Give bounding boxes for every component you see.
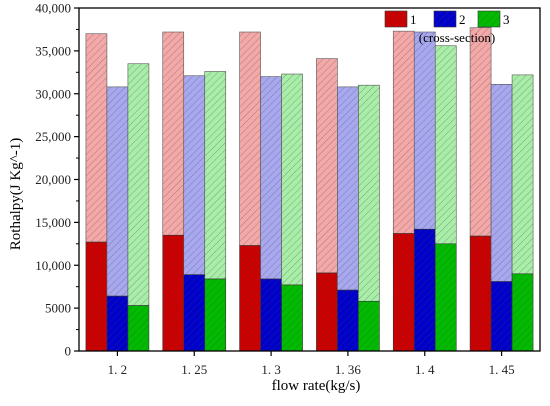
bar-upper-hatch	[260, 76, 282, 280]
bar-lower-hatch	[358, 300, 380, 352]
y-tick-label: 0	[65, 344, 72, 359]
bar-upper-hatch	[490, 84, 513, 282]
bar-upper-hatch	[183, 75, 206, 275]
bar-upper-hatch	[85, 33, 108, 243]
bar-lower-hatch	[162, 234, 185, 352]
bar-lower-hatch	[106, 295, 129, 352]
y-axis-title: Rothalpy(J Kg^-1)	[8, 138, 24, 250]
plot-background	[79, 8, 540, 351]
bar-upper-hatch	[337, 86, 359, 291]
bar-lower-hatch	[239, 245, 261, 352]
legend-swatch-hatch	[384, 10, 408, 28]
bar-upper-hatch	[392, 30, 415, 234]
bar-lower-hatch	[183, 274, 206, 352]
bar-upper-hatch	[434, 45, 457, 245]
legend-label-2: 2	[459, 12, 466, 27]
bar-lower-hatch	[511, 273, 534, 352]
legend-swatch-hatch	[433, 10, 457, 28]
x-tick-label: 1. 36	[335, 362, 362, 377]
bar-upper-hatch	[469, 27, 492, 237]
bar-lower-hatch	[469, 235, 492, 352]
legend-label-3: 3	[503, 12, 510, 27]
y-tick-label: 5000	[45, 301, 71, 316]
x-tick-label: 1. 45	[489, 362, 515, 377]
bar-lower-hatch	[392, 233, 415, 352]
bar-lower-hatch	[337, 289, 359, 352]
bar-upper-hatch	[413, 31, 436, 230]
x-tick-label: 1. 3	[261, 362, 281, 377]
bar-upper-hatch	[106, 86, 129, 297]
legend-note: (cross-section)	[419, 30, 496, 45]
y-tick-label: 10,000	[35, 258, 71, 273]
x-tick-label: 1. 4	[415, 362, 435, 377]
bar-lower-hatch	[85, 241, 108, 352]
bar-upper-hatch	[162, 31, 185, 236]
legend-label-1: 1	[410, 12, 417, 27]
y-tick-label: 30,000	[35, 86, 71, 101]
bars	[85, 27, 534, 352]
y-tick-label: 15,000	[35, 215, 71, 230]
bar-upper-hatch	[316, 58, 338, 274]
bar-upper-hatch	[511, 74, 534, 275]
axes: 1. 2 1. 25 1. 3 1. 36 1. 4 1. 45 0 5000 10,000 15…	[35, 1, 541, 377]
x-tick-label: 1. 25	[181, 362, 207, 377]
bar-lower-hatch	[281, 284, 303, 352]
legend-swatch-hatch	[477, 10, 501, 28]
bar-lower-hatch	[316, 272, 338, 352]
bar-upper-hatch	[204, 71, 227, 280]
y-tick-label: 25,000	[35, 129, 71, 144]
bar-lower-hatch	[204, 278, 227, 352]
bar-upper-hatch	[239, 31, 261, 246]
plot-area	[79, 8, 540, 351]
y-tick-label: 40,000	[35, 1, 71, 16]
bar-lower-hatch	[490, 281, 513, 352]
bar-lower-hatch	[413, 228, 436, 352]
bar-upper-hatch	[281, 73, 303, 286]
bar-upper-hatch	[127, 63, 150, 306]
x-tick-label: 1. 2	[108, 362, 128, 377]
y-tick-label: 20,000	[35, 172, 71, 187]
bar-lower-hatch	[434, 243, 457, 352]
legend: 1 2 3 (cross-section)	[384, 10, 510, 45]
x-axis-title: flow rate(kg/s)	[272, 378, 361, 394]
y-tick-label: 35,000	[35, 43, 71, 58]
bar-upper-hatch	[358, 84, 380, 302]
bar-lower-hatch	[260, 278, 282, 352]
bar-lower-hatch	[127, 305, 150, 352]
